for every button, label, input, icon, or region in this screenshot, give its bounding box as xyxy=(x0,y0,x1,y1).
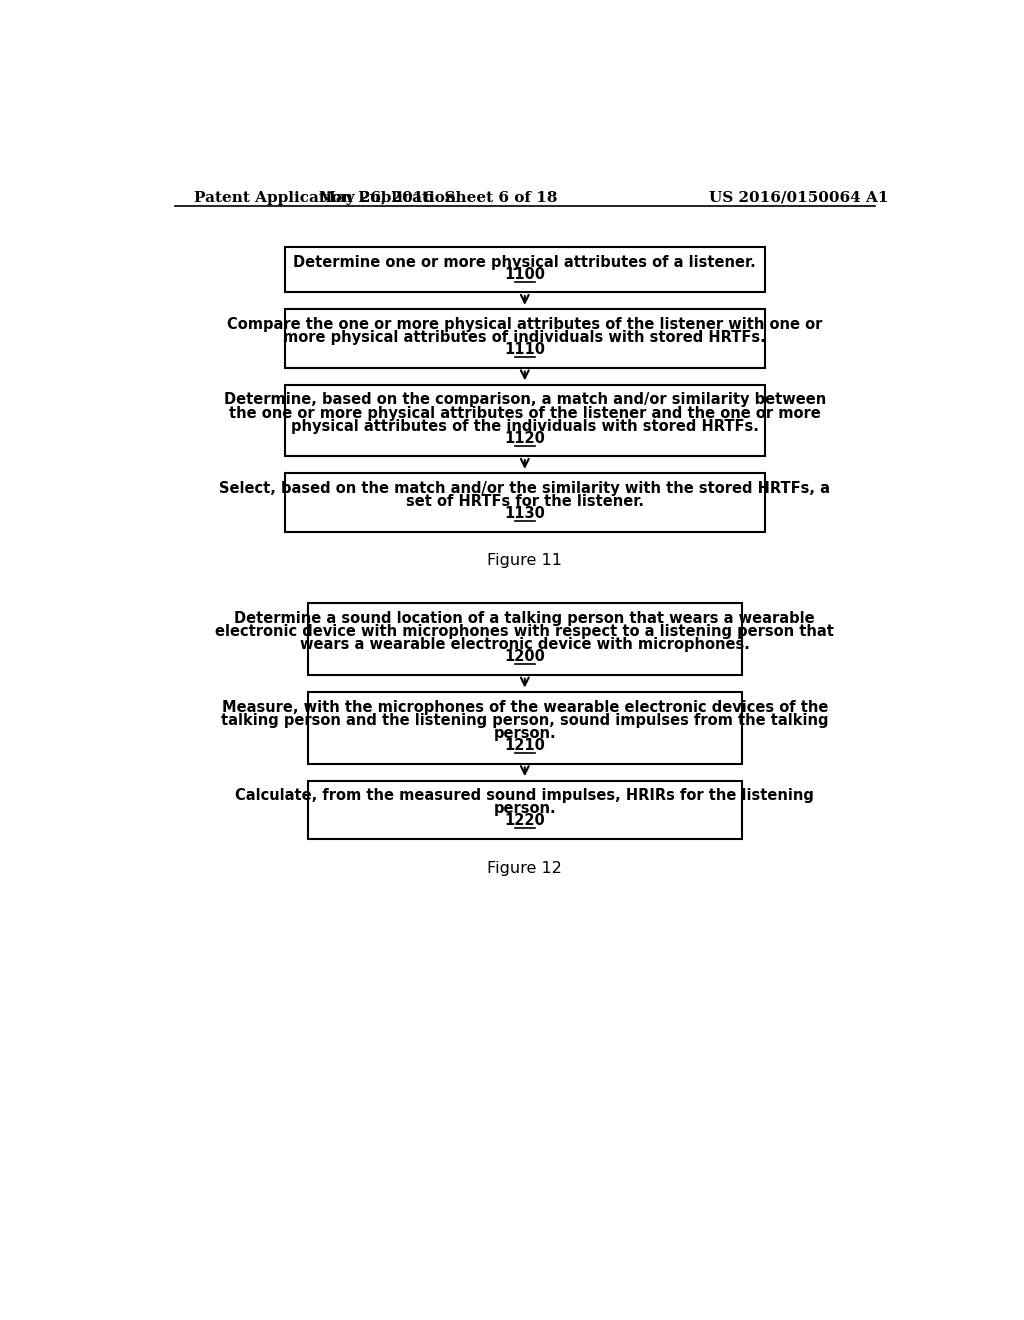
Text: Compare the one or more physical attributes of the listener with one or: Compare the one or more physical attribu… xyxy=(227,317,822,333)
Bar xyxy=(285,247,765,293)
Text: 1130: 1130 xyxy=(505,506,545,521)
Text: Figure 11: Figure 11 xyxy=(487,553,562,569)
Text: wears a wearable electronic device with microphones.: wears a wearable electronic device with … xyxy=(300,638,750,652)
Bar xyxy=(308,780,741,840)
Text: 1210: 1210 xyxy=(505,738,545,752)
Text: Figure 12: Figure 12 xyxy=(487,861,562,875)
Text: set of HRTFs for the listener.: set of HRTFs for the listener. xyxy=(406,494,644,510)
Text: Calculate, from the measured sound impulses, HRIRs for the listening: Calculate, from the measured sound impul… xyxy=(236,788,814,804)
Text: 1220: 1220 xyxy=(505,813,545,829)
Text: talking person and the listening person, sound impulses from the talking: talking person and the listening person,… xyxy=(221,713,828,727)
Bar xyxy=(308,692,741,763)
Text: electronic device with microphones with respect to a listening person that: electronic device with microphones with … xyxy=(215,624,835,639)
Bar xyxy=(285,385,765,457)
Bar xyxy=(285,474,765,532)
Text: Select, based on the match and/or the similarity with the stored HRTFs, a: Select, based on the match and/or the si… xyxy=(219,480,830,496)
Text: the one or more physical attributes of the listener and the one or more: the one or more physical attributes of t… xyxy=(229,405,820,421)
Text: US 2016/0150064 A1: US 2016/0150064 A1 xyxy=(710,191,889,205)
Text: physical attributes of the individuals with stored HRTFs.: physical attributes of the individuals w… xyxy=(291,418,759,434)
Text: Determine one or more physical attributes of a listener.: Determine one or more physical attribute… xyxy=(294,255,756,269)
Text: Measure, with the microphones of the wearable electronic devices of the: Measure, with the microphones of the wea… xyxy=(221,700,828,714)
Text: Determine a sound location of a talking person that wears a wearable: Determine a sound location of a talking … xyxy=(234,611,815,626)
Text: 1100: 1100 xyxy=(504,267,546,281)
Text: May 26, 2016  Sheet 6 of 18: May 26, 2016 Sheet 6 of 18 xyxy=(318,191,557,205)
Text: person.: person. xyxy=(494,726,556,741)
Text: more physical attributes of individuals with stored HRTFs.: more physical attributes of individuals … xyxy=(284,330,766,345)
Text: Patent Application Publication: Patent Application Publication xyxy=(194,191,456,205)
Text: 1120: 1120 xyxy=(505,430,545,446)
Bar xyxy=(308,603,741,675)
Text: 1200: 1200 xyxy=(505,649,545,664)
Text: Determine, based on the comparison, a match and/or similarity between: Determine, based on the comparison, a ma… xyxy=(223,392,826,408)
Bar xyxy=(285,309,765,368)
Text: 1110: 1110 xyxy=(504,342,546,358)
Text: person.: person. xyxy=(494,801,556,816)
